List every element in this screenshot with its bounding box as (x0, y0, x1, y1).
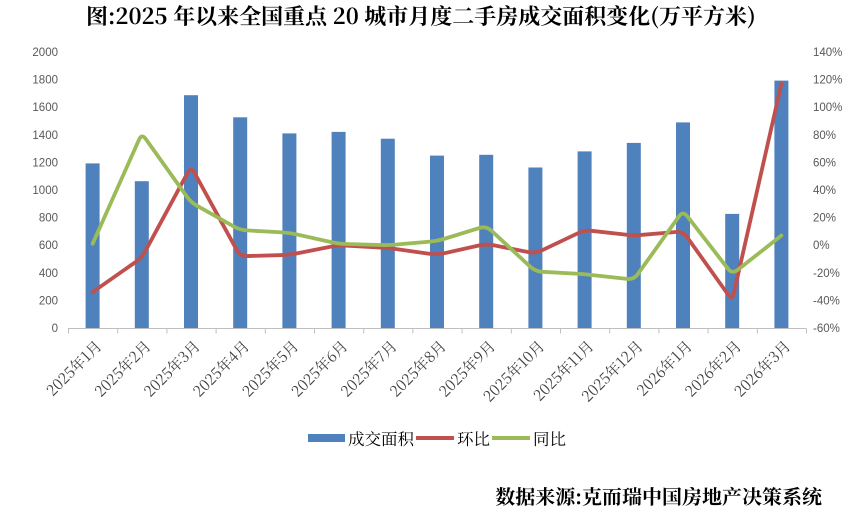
left-axis-tick-label: 1400 (32, 130, 58, 142)
legend-momo-label: 环比 (457, 426, 490, 450)
left-axis-tick-label: 1600 (32, 102, 58, 114)
left-axis-tick-label: 400 (39, 268, 58, 280)
right-axis-tick-label: 140% (813, 47, 842, 59)
bar (282, 133, 297, 328)
bar (479, 154, 494, 328)
bar (233, 117, 248, 328)
chart-title: 图:2025 年以来全国重点 20 城市月度二手房成交面积变化(万平方米) (86, 0, 756, 31)
left-axis-tick-label: 800 (39, 213, 58, 225)
right-axis-tick-label: 40% (813, 185, 836, 197)
legend-bar-label: 成交面积 (348, 426, 414, 450)
left-axis-tick-label: 1200 (32, 157, 58, 169)
legend: 成交面积 环比 同比 (308, 426, 568, 450)
left-axis-tick-label: 0 (52, 323, 58, 335)
bar (331, 131, 346, 328)
left-axis-tick-label: 2000 (32, 47, 58, 59)
legend-yoy-swatch (492, 436, 530, 440)
right-axis-tick-label: -40% (813, 295, 840, 307)
bar (676, 122, 690, 329)
legend-momo-swatch (416, 436, 454, 440)
bar (380, 138, 395, 328)
bar (528, 167, 543, 328)
right-axis-tick-label: 100% (813, 102, 842, 114)
left-axis-tick-label: 1800 (32, 75, 58, 87)
left-axis-tick-label: 1000 (32, 185, 58, 197)
left-axis-tick-label: 600 (39, 240, 58, 252)
right-axis-tick-label: 20% (813, 213, 836, 225)
legend-bar-swatch (308, 434, 345, 442)
right-axis-tick-label: -60% (813, 323, 840, 335)
right-axis-tick-label: -20% (813, 268, 840, 280)
right-axis-tick-label: 120% (813, 75, 842, 87)
right-axis-tick-label: 60% (813, 157, 836, 169)
right-axis-tick-label: 0% (813, 240, 830, 252)
left-axis-tick-label: 200 (39, 295, 58, 307)
bar (184, 95, 198, 328)
yoy-line (90, 134, 784, 281)
right-axis-tick-label: 80% (813, 130, 836, 142)
bar (577, 151, 592, 328)
data-source-note: 数据来源:克而瑞中国房地产决策系统 (495, 481, 822, 510)
chart-plot: 0 200 400 600 800 1000 1200 1400 1600 1800 2000 -60… (32, 47, 842, 406)
bar (774, 80, 789, 328)
legend-yoy-label: 同比 (533, 426, 566, 450)
momo-line (90, 81, 784, 300)
